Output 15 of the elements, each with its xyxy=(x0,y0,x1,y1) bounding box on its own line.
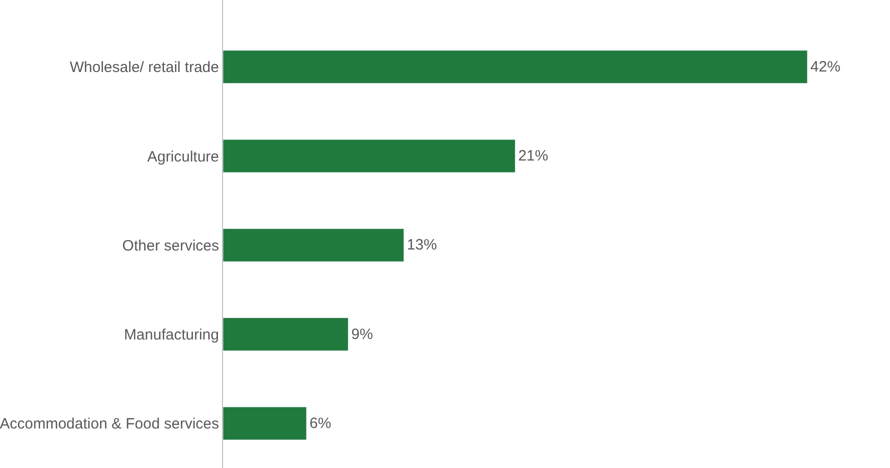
bar xyxy=(223,50,808,84)
data-label: 21% xyxy=(518,148,548,164)
data-label: 42% xyxy=(810,58,840,76)
data-label: 9% xyxy=(351,326,373,343)
y-tick-label: Wholesale/ retail trade xyxy=(70,59,219,76)
y-tick-label: Accommodation & Food services xyxy=(0,416,219,433)
bar xyxy=(223,406,307,440)
bar xyxy=(223,318,348,352)
data-label: 13% xyxy=(406,236,437,254)
y-tick-label: Agriculture xyxy=(147,148,219,166)
y-tick-label: Manufacturing xyxy=(124,326,219,344)
data-label: 6% xyxy=(309,414,332,432)
bar xyxy=(223,228,404,262)
bar xyxy=(223,139,516,173)
y-tick-label: Other services xyxy=(122,237,219,254)
